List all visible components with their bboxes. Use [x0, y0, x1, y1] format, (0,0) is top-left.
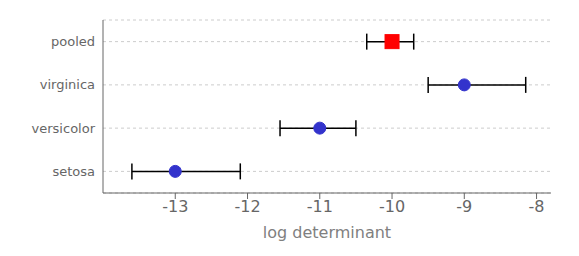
svg-text:-12: -12 [234, 197, 260, 216]
svg-text:virginica: virginica [40, 77, 95, 92]
svg-text:-10: -10 [379, 197, 405, 216]
svg-text:-8: -8 [529, 197, 545, 216]
svg-text:versicolor: versicolor [32, 121, 96, 136]
svg-text:pooled: pooled [51, 34, 95, 49]
svg-text:-9: -9 [456, 197, 472, 216]
svg-text:-11: -11 [307, 197, 333, 216]
svg-text:setosa: setosa [52, 164, 95, 179]
svg-text:log determinant: log determinant [263, 223, 391, 242]
svg-text:-13: -13 [162, 197, 188, 216]
